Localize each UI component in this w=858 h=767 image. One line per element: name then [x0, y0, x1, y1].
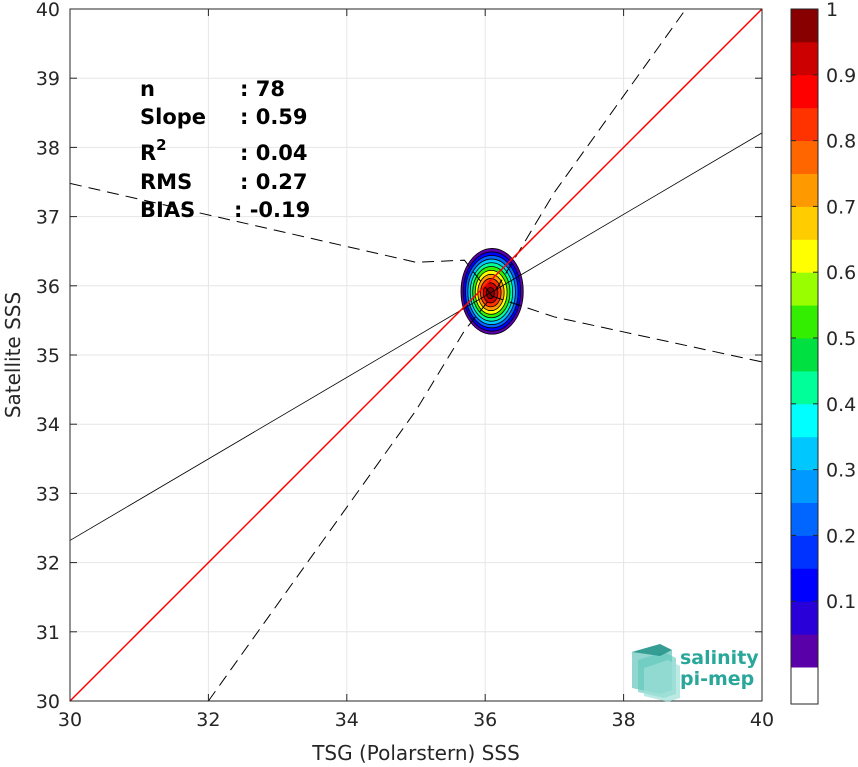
- logo-text-line2: pi-mep: [680, 668, 754, 690]
- x-tick-label: 40: [750, 709, 774, 731]
- colorbar-band: [791, 436, 818, 471]
- logo-text-line1: salinity: [680, 647, 759, 669]
- colorbar-band: [791, 502, 818, 536]
- x-tick-label: 32: [196, 709, 220, 731]
- stat-slope-value: : 0.59: [240, 105, 308, 129]
- regression-line: [69, 132, 763, 541]
- colorbar-band: [791, 305, 818, 339]
- colorbar-tick-label: 0.3: [826, 460, 856, 482]
- x-tick-label: 30: [58, 709, 82, 731]
- x-tick-label: 36: [473, 709, 497, 731]
- stat-n-key: n: [140, 77, 155, 101]
- colorbar-band: [791, 272, 818, 306]
- logo-wave-icon: [632, 644, 680, 702]
- colorbar-empty-band: [791, 667, 818, 704]
- colorbar-band: [791, 634, 818, 668]
- colorbar-band: [791, 107, 818, 142]
- axes: [69, 8, 763, 702]
- colorbar-band: [791, 601, 818, 635]
- density-contours: [460, 248, 524, 335]
- y-tick-label: 37: [36, 207, 60, 229]
- stat-bias-key: BIAS: [140, 198, 195, 222]
- stat-rms-value: : 0.27: [240, 170, 308, 194]
- y-tick-label: 35: [36, 345, 60, 367]
- colorbar-band: [791, 403, 818, 438]
- x-axis-label: TSG (Polarstern) SSS: [311, 741, 520, 765]
- colorbar-tick-label: 0.2: [826, 525, 856, 547]
- chart-lines: [69, 8, 763, 702]
- y-tick-label: 38: [36, 137, 60, 159]
- y-tick-label: 39: [36, 68, 60, 90]
- colorbar-band: [791, 206, 818, 240]
- stat-slope-key: Slope: [140, 105, 206, 129]
- colorbar-band: [791, 173, 818, 207]
- y-tick-label: 40: [36, 0, 60, 21]
- colorbar-tick-label: 0.8: [826, 131, 856, 153]
- colorbar-band: [791, 568, 818, 602]
- stat-r2-key: R2: [140, 136, 167, 165]
- y-tick-label: 33: [36, 483, 60, 505]
- colorbar-band: [791, 239, 818, 273]
- colorbar-band: [791, 9, 818, 43]
- confidence-lower-line: [207, 295, 763, 702]
- stats-annotation: n : 78 Slope : 0.59 R2 : 0.04 RMS : 0.27…: [140, 77, 310, 222]
- colorbar-tick-label: 0.1: [826, 591, 856, 613]
- colorbar-tick-label: 0.6: [826, 262, 856, 284]
- tick-labels: 30 32 34 36 38 40 30 31 32 33 34 35 36 37 38 39 40: [36, 0, 774, 731]
- x-tick-label: 38: [612, 709, 636, 731]
- stat-r2-sup: 2: [156, 136, 166, 154]
- stat-r2-letter: R: [140, 141, 156, 165]
- colorbar-tick-label: 1: [826, 0, 838, 21]
- colorbar-band: [791, 338, 818, 372]
- y-tick-label: 32: [36, 553, 60, 575]
- colorbar-band: [791, 469, 818, 503]
- x-tick-label: 34: [335, 709, 359, 731]
- y-tick-label: 34: [36, 414, 60, 436]
- stat-n-value: : 78: [240, 77, 285, 101]
- stat-bias-value: : -0.19: [234, 198, 310, 222]
- colorbar-tick-label: 0.4: [826, 394, 856, 416]
- colorbar-band: [791, 140, 818, 174]
- colorbar-band: [791, 370, 818, 405]
- salinity-pi-mep-logo: salinity pi-mep: [632, 644, 759, 702]
- y-tick-label: 30: [36, 691, 60, 713]
- colorbar-tick-label: 0.9: [826, 65, 856, 87]
- colorbar-frame: [790, 8, 819, 705]
- colorbar-band: [791, 41, 818, 76]
- colorbar-tick-label: 0.5: [826, 328, 856, 350]
- stat-rms-key: RMS: [140, 170, 192, 194]
- colorbar: 0.1 0.2 0.3 0.4 0.5 0.6 0.7 0.8 0.9 1: [790, 0, 856, 705]
- confidence-upper-line: [69, 8, 687, 298]
- y-tick-label: 31: [36, 622, 60, 644]
- y-tick-label: 36: [36, 276, 60, 298]
- colorbar-band: [791, 535, 818, 569]
- colorbar-band: [791, 74, 818, 109]
- identity-line: [69, 8, 763, 702]
- y-axis-label: Satellite SSS: [1, 292, 25, 418]
- colorbar-tick-label: 0.7: [826, 196, 856, 218]
- stat-r2-value: : 0.04: [240, 141, 308, 165]
